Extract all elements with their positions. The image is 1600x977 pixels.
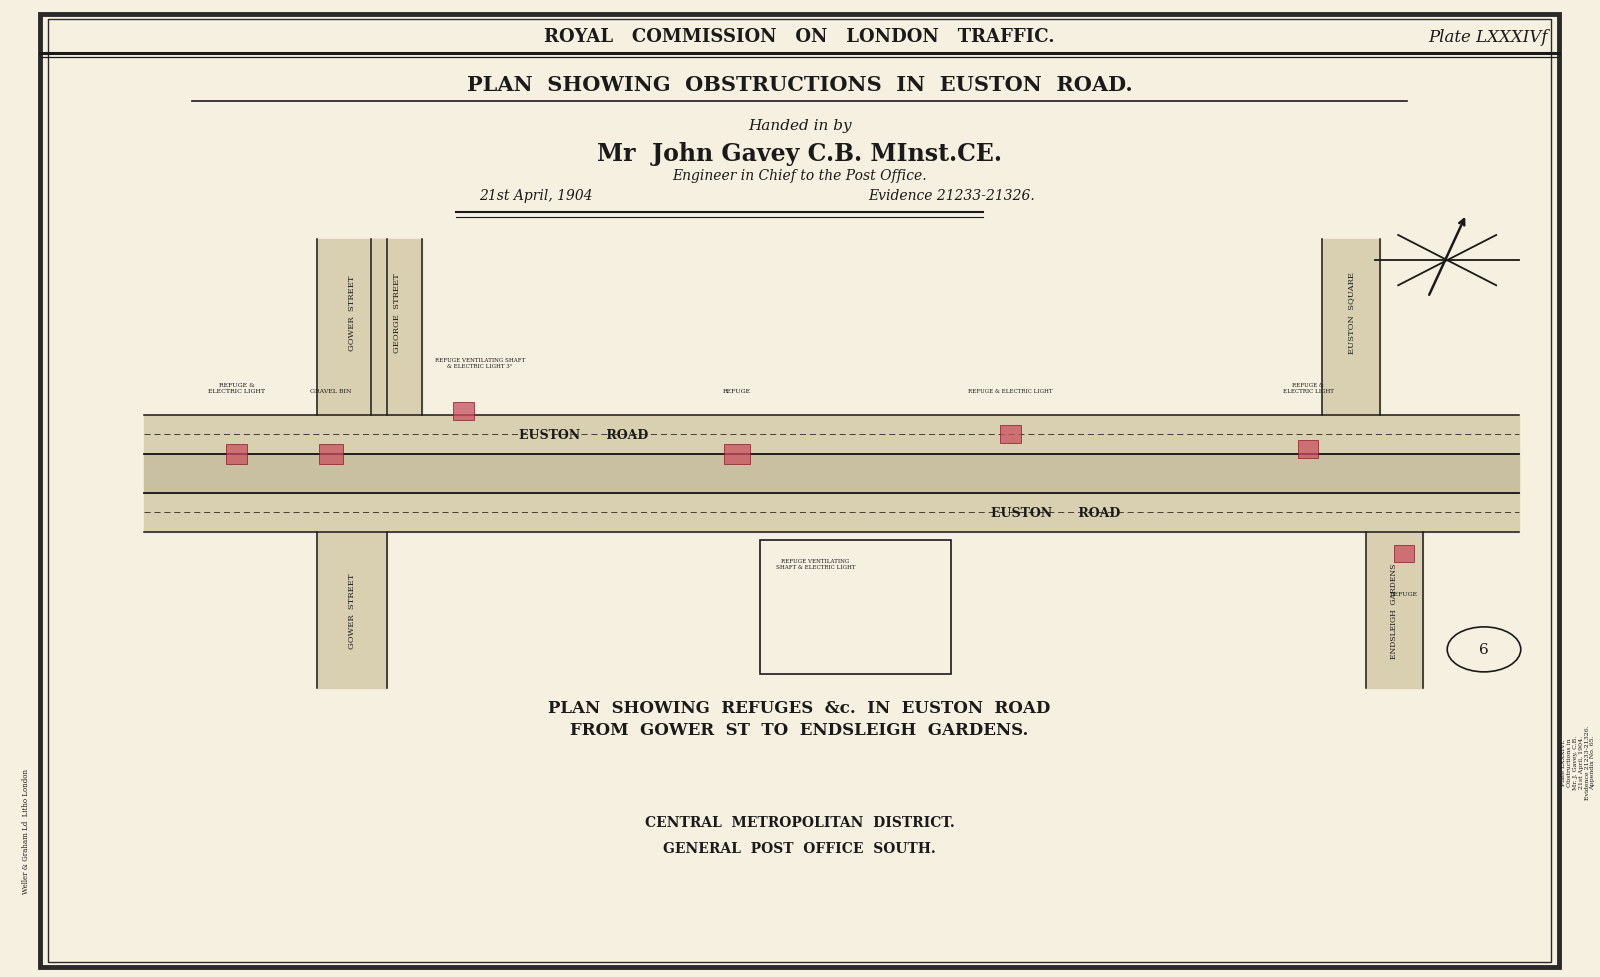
Text: REFUGE &
ELECTRIC LIGHT: REFUGE & ELECTRIC LIGHT	[1283, 383, 1333, 394]
Text: EUSTON      ROAD: EUSTON ROAD	[990, 506, 1120, 520]
Text: EUSTON  SQUARE: EUSTON SQUARE	[1347, 272, 1355, 354]
Bar	[226, 445, 246, 464]
Text: REFUGE: REFUGE	[1390, 591, 1418, 596]
Bar	[1000, 426, 1021, 444]
Text: PLAN  SHOWING  OBSTRUCTIONS  IN  EUSTON  ROAD.: PLAN SHOWING OBSTRUCTIONS IN EUSTON ROAD…	[467, 75, 1133, 95]
Text: EUSTON      ROAD: EUSTON ROAD	[518, 428, 648, 442]
Text: GOWER  STREET: GOWER STREET	[347, 275, 355, 351]
Text: Plate LXXXIVf: Plate LXXXIVf	[1429, 28, 1547, 46]
Text: ROYAL   COMMISSION   ON   LONDON   TRAFFIC.: ROYAL COMMISSION ON LONDON TRAFFIC.	[544, 28, 1054, 46]
Text: Weller & Graham Ld  Litho London: Weller & Graham Ld Litho London	[21, 768, 29, 893]
Text: REFUGE: REFUGE	[723, 389, 752, 394]
Text: Handed in by: Handed in by	[747, 119, 851, 133]
Text: REFUGE &
ELECTRIC LIGHT: REFUGE & ELECTRIC LIGHT	[208, 383, 266, 394]
Text: 21st April, 1904: 21st April, 1904	[478, 189, 592, 202]
Text: PLAN  SHOWING  REFUGES  &c.  IN  EUSTON  ROAD: PLAN SHOWING REFUGES &c. IN EUSTON ROAD	[549, 699, 1051, 716]
Bar	[453, 403, 474, 420]
Text: GEORGE  STREET: GEORGE STREET	[392, 273, 400, 353]
Bar	[1394, 545, 1414, 563]
Text: Plate LXXXIVf.
Obstructions in
Mr. J. Gavey, C.B.
21st April, 1904.
Evidence 212: Plate LXXXIVf. Obstructions in Mr. J. Ga…	[1562, 725, 1595, 799]
Text: FROM  GOWER  ST  TO  ENDSLEIGH  GARDENS.: FROM GOWER ST TO ENDSLEIGH GARDENS.	[570, 721, 1029, 739]
Text: Engineer in Chief to the Post Office.: Engineer in Chief to the Post Office.	[672, 169, 926, 183]
Text: REFUGE & ELECTRIC LIGHT: REFUGE & ELECTRIC LIGHT	[968, 389, 1053, 394]
Bar	[725, 445, 750, 464]
Text: CENTRAL  METROPOLITAN  DISTRICT.: CENTRAL METROPOLITAN DISTRICT.	[645, 816, 955, 829]
Text: GENERAL  POST  OFFICE  SOUTH.: GENERAL POST OFFICE SOUTH.	[662, 841, 936, 855]
Text: GRAVEL BIN: GRAVEL BIN	[310, 389, 352, 394]
Bar	[318, 445, 342, 464]
Text: Mr  John Gavey C.B. MInst.CE.: Mr John Gavey C.B. MInst.CE.	[597, 142, 1002, 165]
Text: REFUGE VENTILATING SHAFT
& ELECTRIC LIGHT 3°: REFUGE VENTILATING SHAFT & ELECTRIC LIGH…	[435, 358, 525, 368]
Text: ENDSLEIGH  GARDENS: ENDSLEIGH GARDENS	[1390, 563, 1398, 658]
Bar	[760, 540, 952, 674]
Text: Evidence 21233-21326.: Evidence 21233-21326.	[869, 189, 1035, 202]
Text: GOWER  STREET: GOWER STREET	[347, 573, 355, 649]
Text: REFUGE VENTILATING
SHAFT & ELECTRIC LIGHT: REFUGE VENTILATING SHAFT & ELECTRIC LIGH…	[776, 559, 856, 570]
Text: 6: 6	[1478, 643, 1490, 657]
Bar	[1298, 441, 1318, 458]
